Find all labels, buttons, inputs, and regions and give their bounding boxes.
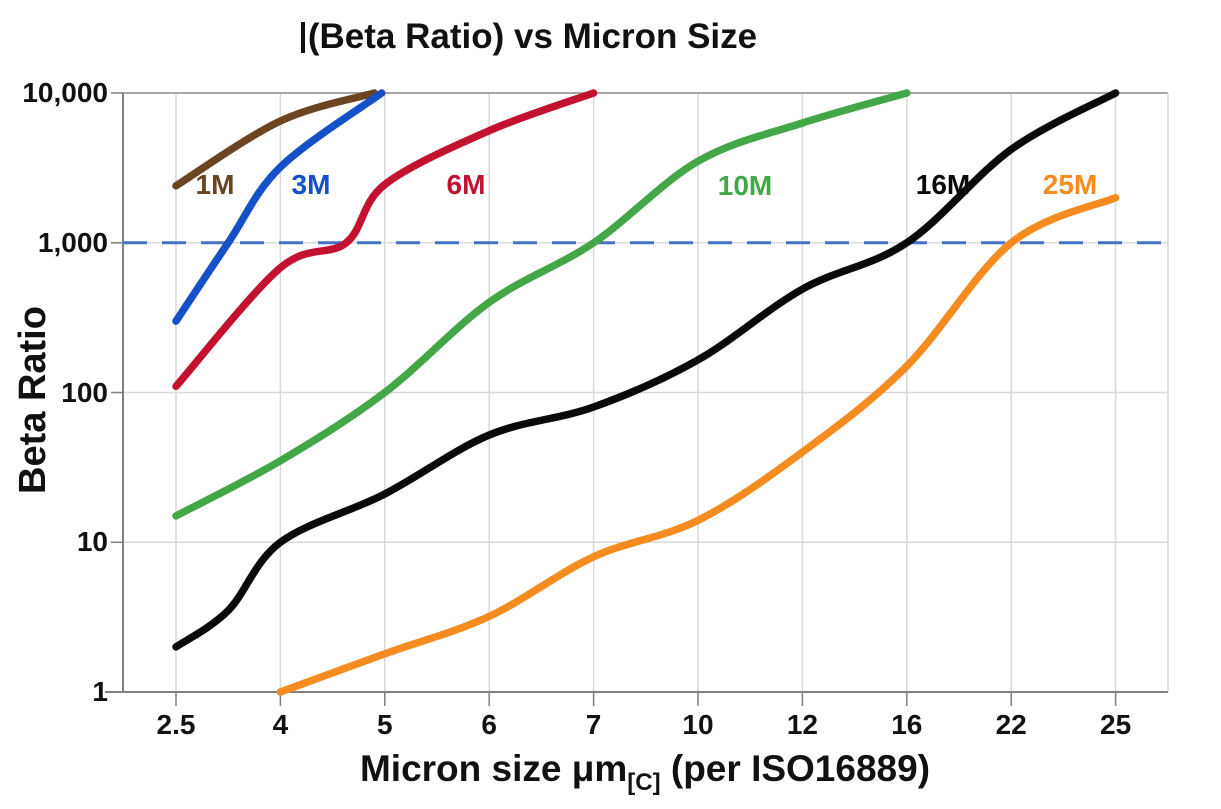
series-line-10M — [172, 89, 911, 520]
series-label-16M: 16M — [915, 169, 971, 200]
series-line-1M — [172, 89, 379, 190]
x-tick-label: 6 — [481, 709, 497, 740]
x-axis-title-prefix: Micron size μm — [359, 748, 628, 789]
x-tick-label: 12 — [786, 709, 818, 740]
series-line-25M — [276, 193, 1120, 696]
chart-title: (Beta Ratio) vs Micron Size — [0, 14, 1058, 60]
series-line-6M — [172, 89, 598, 391]
y-tick-label: 10,000 — [22, 77, 108, 108]
x-tick-label: 16 — [891, 709, 923, 740]
y-tick-label: 1 — [92, 676, 108, 707]
series-line-16M — [172, 89, 1120, 651]
x-tick-label: 5 — [377, 709, 393, 740]
x-axis-title: Micron size μm[C] (per ISO16889) — [195, 748, 1095, 796]
chart-title-text: (Beta Ratio) vs Micron Size — [307, 17, 758, 56]
series-label-3M: 3M — [291, 169, 331, 200]
series-label-1M: 1M — [195, 169, 235, 200]
series-label-6M: 6M — [446, 169, 486, 200]
x-tick-label: 7 — [585, 709, 602, 740]
title-clipped-glyph — [300, 21, 305, 53]
series-line-3M — [172, 89, 386, 325]
x-axis-title-subscript: [C] — [627, 769, 661, 796]
x-axis-title-suffix: (per ISO16889) — [660, 748, 931, 789]
x-tick-label: 4 — [272, 709, 289, 740]
x-tick-label: 10 — [682, 709, 714, 740]
series-label-10M: 10M — [717, 170, 773, 201]
y-tick-label: 1,000 — [37, 226, 108, 258]
x-tick-label: 2.5 — [156, 709, 196, 740]
x-tick-label: 25 — [1100, 709, 1132, 740]
y-tick-label: 10 — [76, 526, 108, 558]
x-tick-label: 22 — [995, 709, 1027, 740]
series-label-25M: 25M — [1042, 169, 1098, 200]
y-tick-label: 100 — [61, 376, 108, 408]
